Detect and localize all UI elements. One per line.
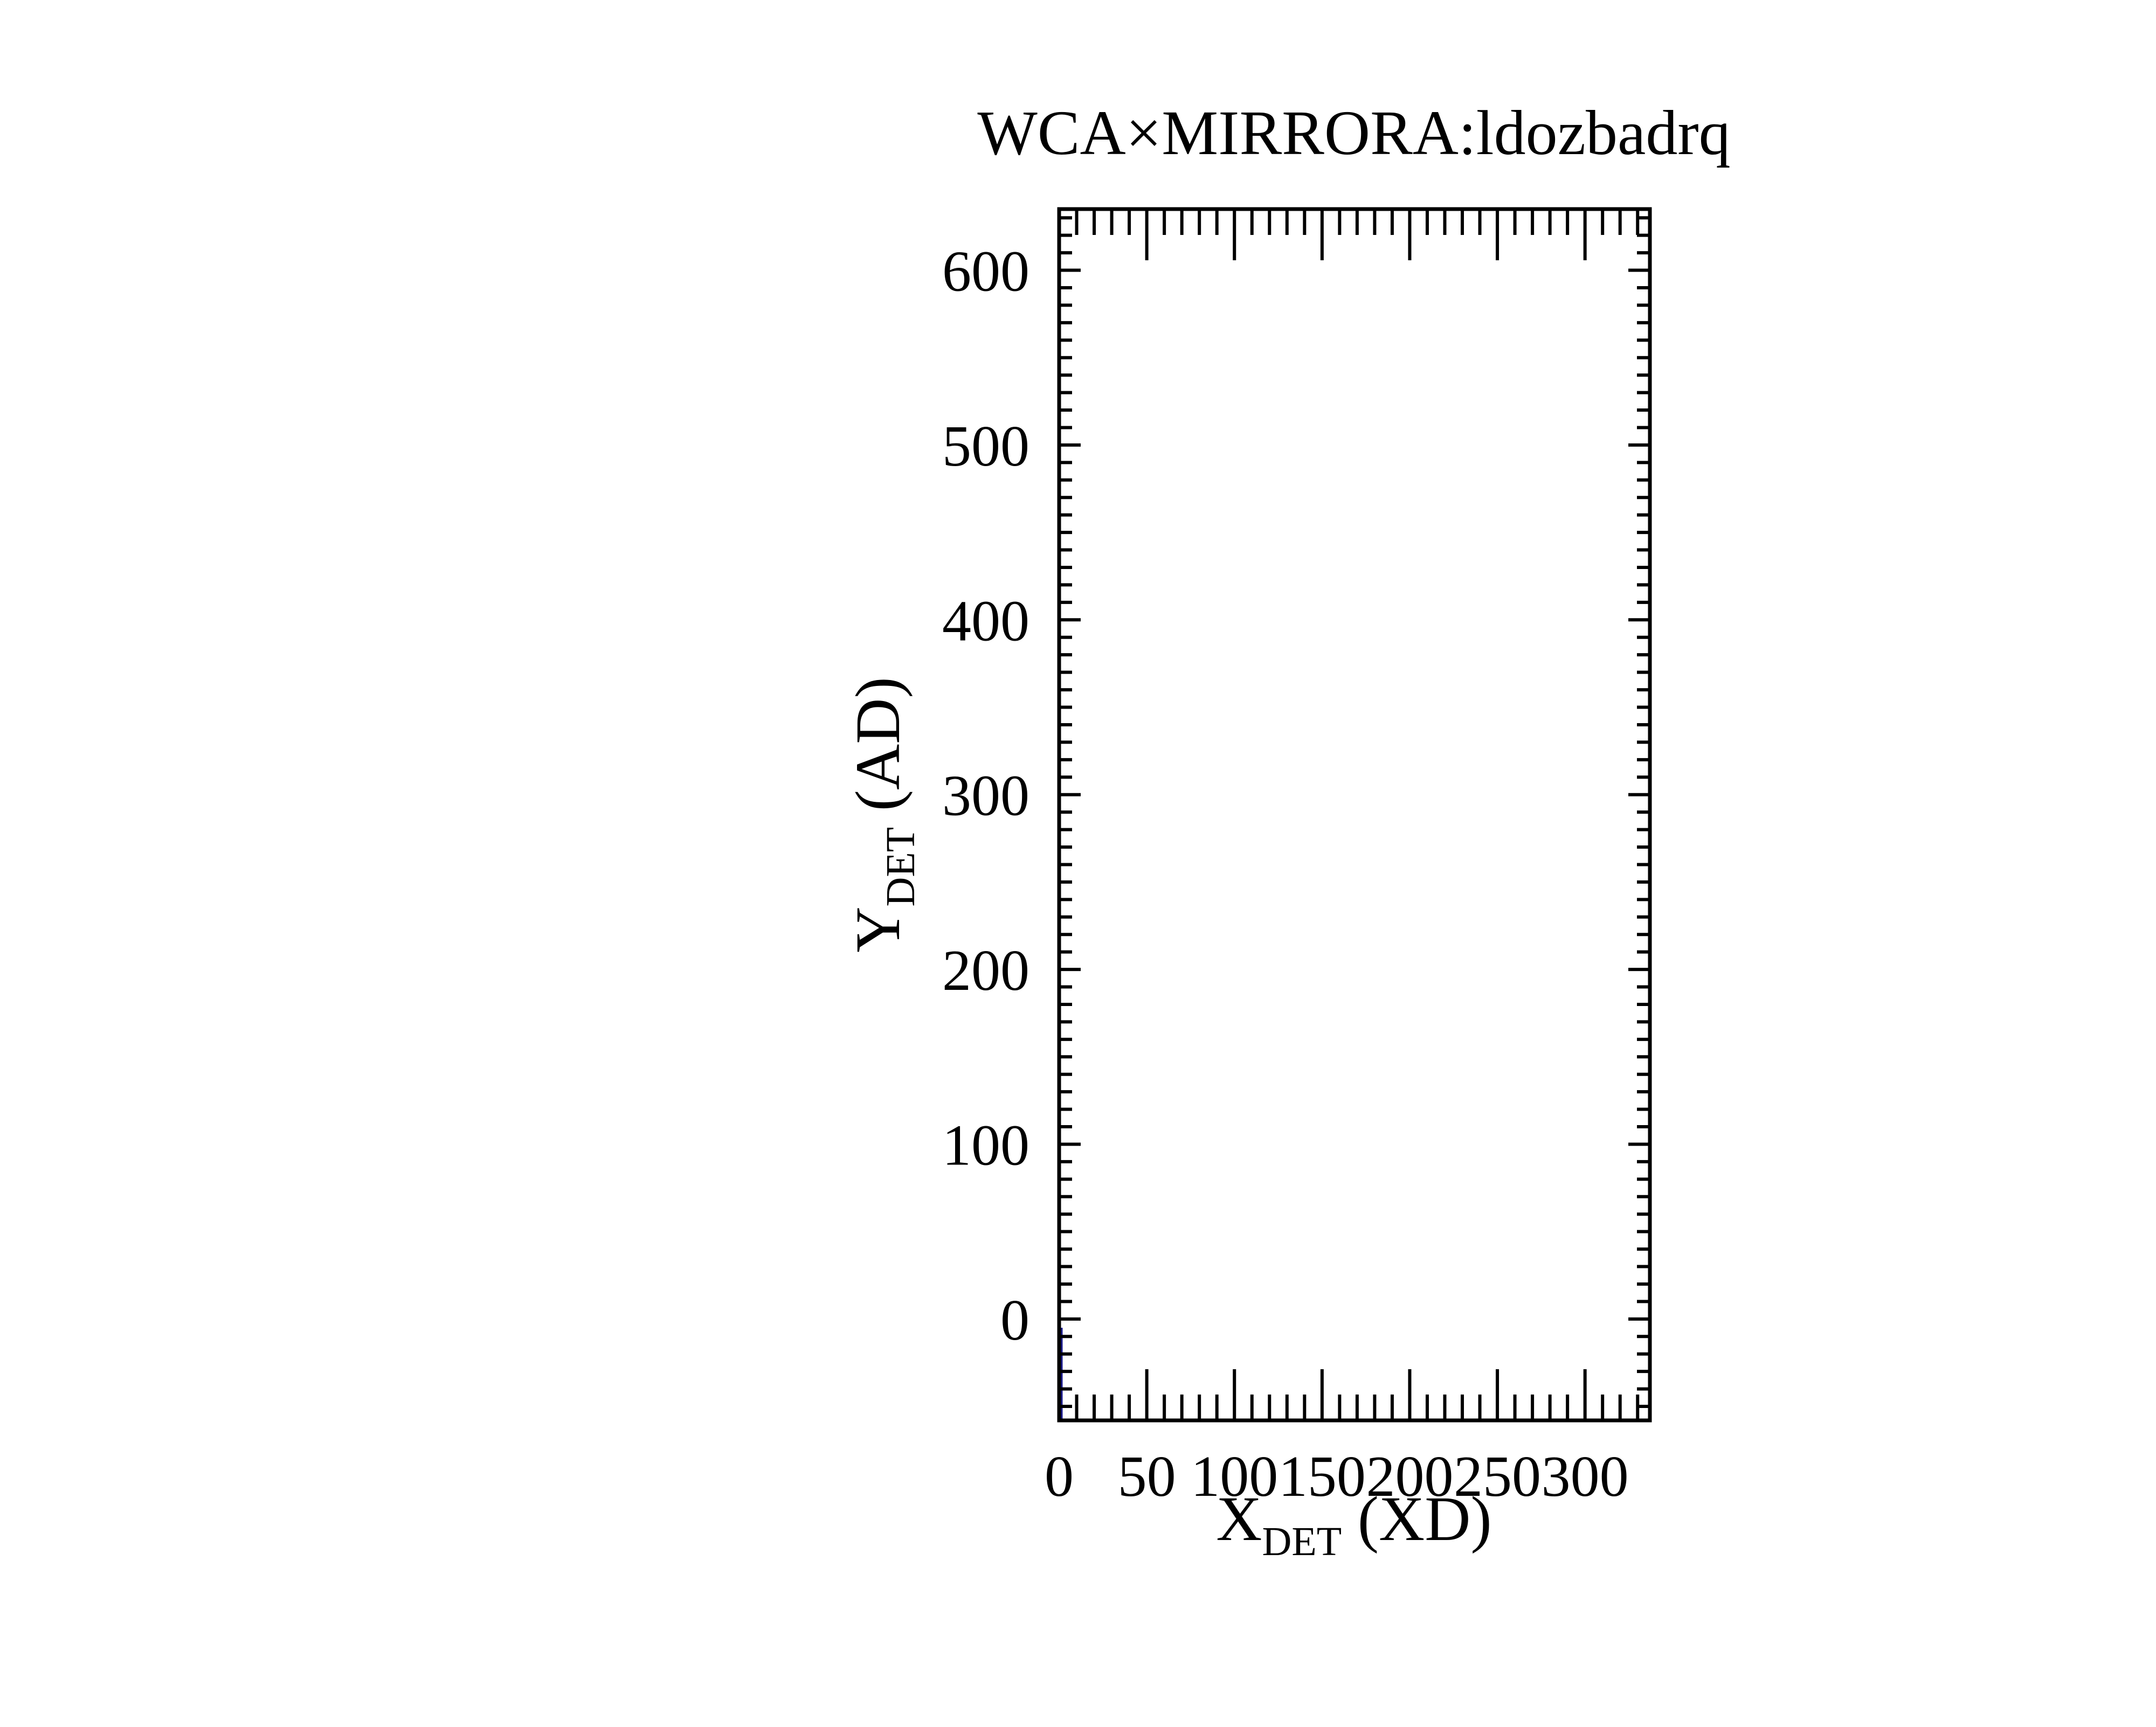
x-tick-label: 300	[1542, 1445, 1629, 1509]
y-tick-label: 600	[942, 240, 1029, 304]
x-tick-label: 100	[1191, 1445, 1278, 1509]
x-tick-label: 250	[1454, 1445, 1541, 1509]
y-tick-label: 200	[942, 939, 1029, 1003]
x-tick-label: 50	[1118, 1445, 1176, 1509]
y-tick-label: 0	[1000, 1288, 1029, 1353]
x-axis-label-unit: (XD)	[1342, 1483, 1492, 1554]
y-axis-label-subscript: DET	[878, 827, 923, 907]
y-tick-label: 300	[942, 764, 1029, 828]
y-axis-label-unit: (AD)	[842, 677, 913, 827]
axis-ticks	[1058, 209, 1650, 1420]
x-tick-label: 0	[1045, 1445, 1074, 1509]
x-tick-label: 200	[1366, 1445, 1453, 1509]
x-tick-labels: 0 50 100 150 200 250 300	[1045, 1445, 1629, 1509]
plot-frame	[1057, 207, 1652, 1423]
x-axis-label-main: X	[1216, 1483, 1262, 1554]
x-tick-label: 150	[1279, 1445, 1366, 1509]
y-axis-label: YDET (AD)	[842, 677, 923, 952]
y-tick-labels: 0 100 200 300 400 500 600	[942, 240, 1029, 1353]
y-axis-label-main: Y	[842, 907, 913, 953]
y-tick-label: 400	[942, 589, 1029, 653]
y-tick-label: 100	[942, 1113, 1029, 1177]
chart-title: WCA×MIRRORA:ldozbadrq	[977, 98, 1730, 168]
x-axis-label-subscript: DET	[1262, 1519, 1342, 1564]
y-tick-label: 500	[942, 414, 1029, 478]
x-axis-label: XDET (XD)	[1216, 1483, 1491, 1564]
